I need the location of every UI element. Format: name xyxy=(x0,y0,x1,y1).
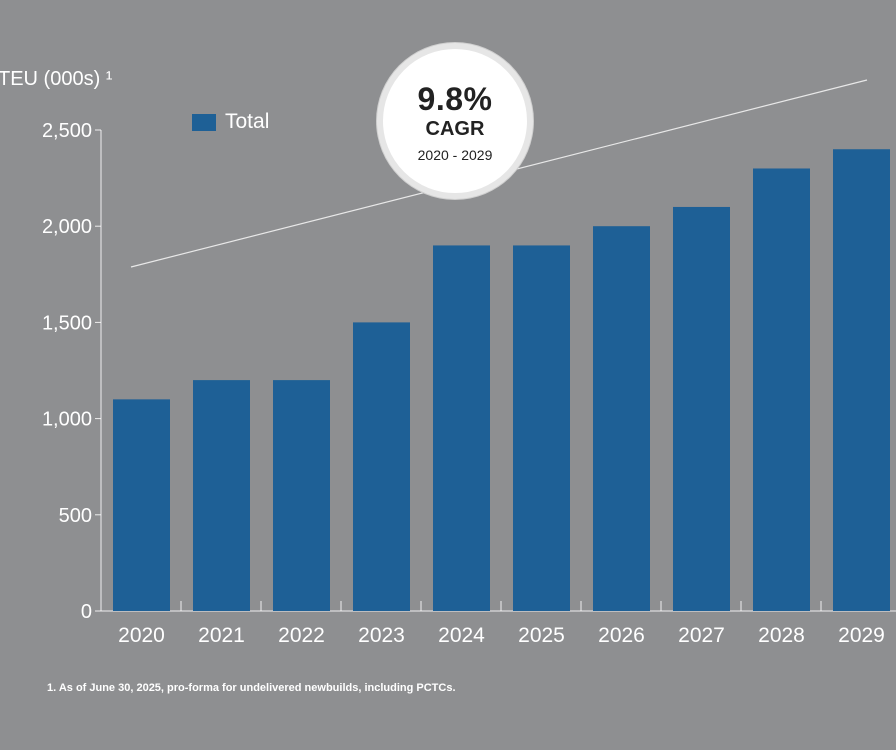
x-tick-label: 2020 xyxy=(118,624,165,647)
y-tick-label: 1,000 xyxy=(42,409,92,431)
bar xyxy=(673,206,730,611)
x-tick-label: 2022 xyxy=(278,624,325,647)
bar xyxy=(433,245,490,611)
bar xyxy=(273,380,330,611)
x-tick-label: 2027 xyxy=(678,624,725,647)
bar xyxy=(193,380,250,611)
x-tick-label: 2025 xyxy=(518,624,565,647)
bar xyxy=(113,399,170,611)
bar xyxy=(593,226,650,611)
footnote: 1. As of June 30, 2025, pro-forma for un… xyxy=(47,682,456,694)
bar xyxy=(753,168,810,612)
y-tick-label: 2,000 xyxy=(42,216,92,238)
cagr-value: 9.8% xyxy=(417,81,493,117)
y-tick-label: 500 xyxy=(59,505,92,527)
cagr-label: CAGR xyxy=(425,118,485,140)
legend: Total xyxy=(192,110,269,134)
cagr-range: 2020 - 2029 xyxy=(417,147,493,163)
y-axis-label: TEU (000s) ¹ xyxy=(0,68,113,90)
x-tick-label: 2021 xyxy=(198,624,245,647)
x-tick-label: 2029 xyxy=(838,624,885,647)
x-tick-label: 2024 xyxy=(438,624,485,647)
x-tick-label: 2028 xyxy=(758,624,805,647)
cagr-badge: 9.8% CAGR 2020 - 2029 xyxy=(377,43,533,199)
y-tick-label: 2,500 xyxy=(42,120,92,142)
y-tick-label: 0 xyxy=(81,601,92,623)
x-tick-label: 2023 xyxy=(358,624,405,647)
legend-swatch xyxy=(192,113,216,131)
bar xyxy=(833,149,890,612)
y-tick-label: 1,500 xyxy=(42,312,92,334)
x-tick-label: 2026 xyxy=(598,624,645,647)
bar xyxy=(513,245,570,611)
bar xyxy=(353,322,410,611)
legend-label: Total xyxy=(225,110,270,133)
